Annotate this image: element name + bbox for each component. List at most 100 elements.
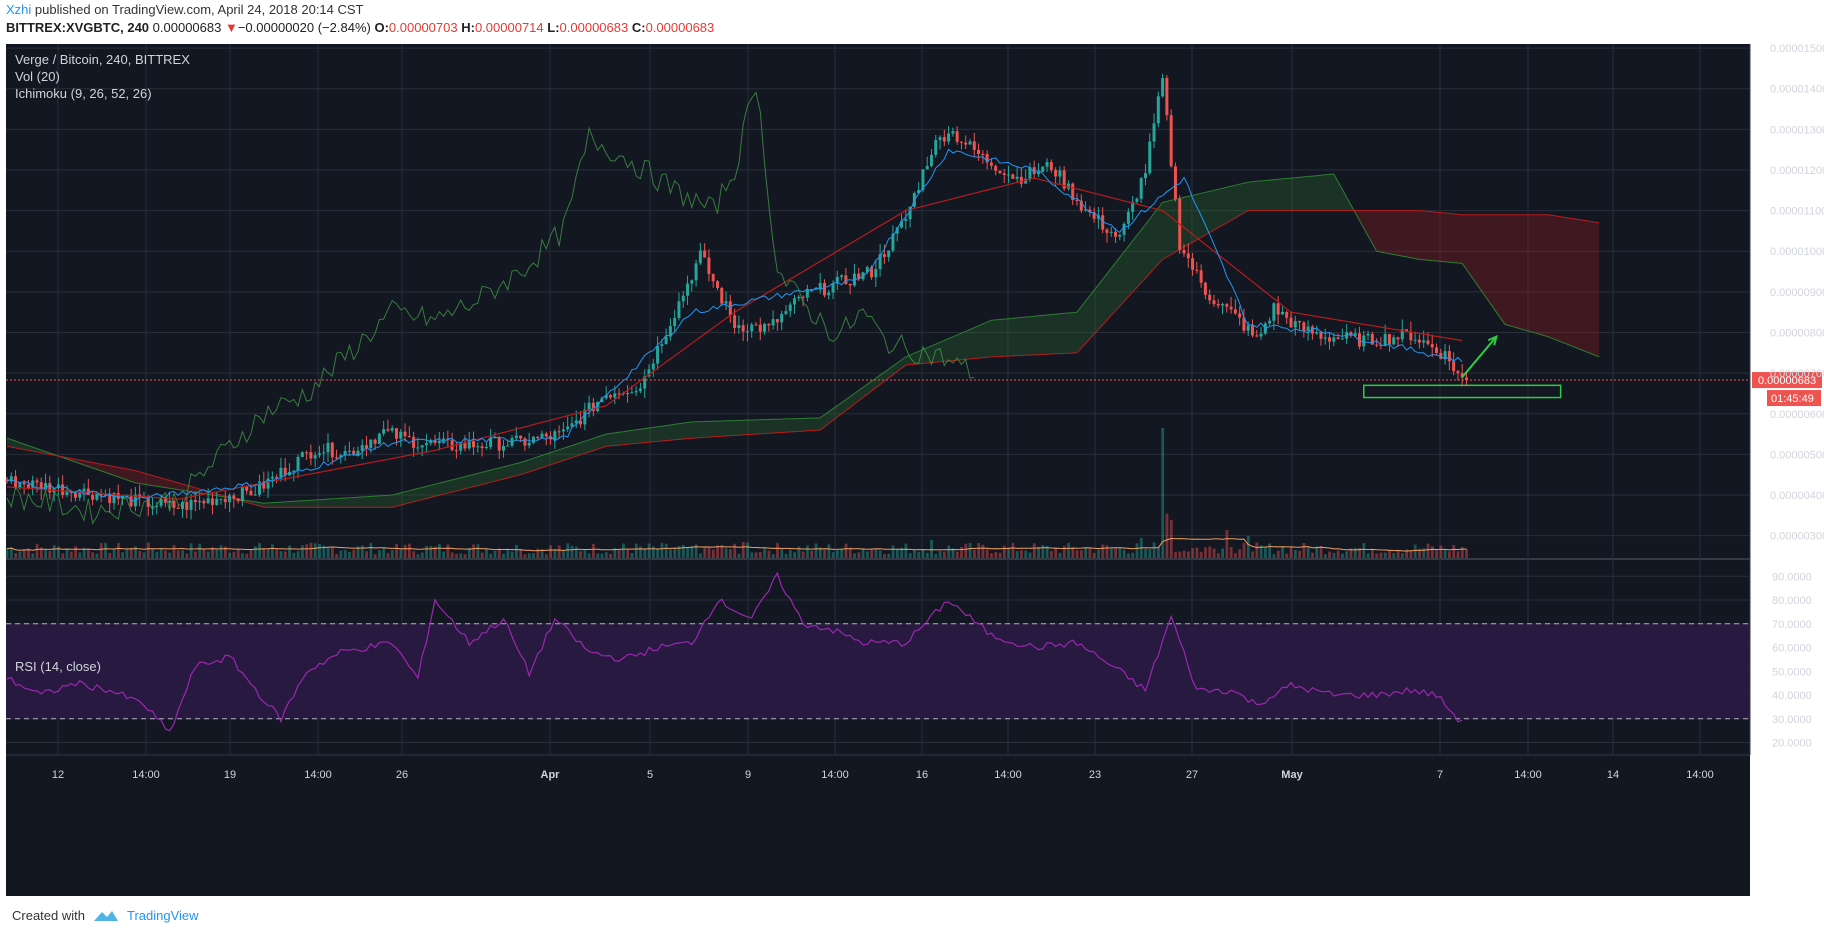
volume-bar	[121, 552, 125, 558]
cloud-segment	[567, 445, 572, 460]
candle-body	[1340, 338, 1344, 340]
volume-bar	[1161, 428, 1165, 558]
volume-bar	[305, 544, 309, 558]
symbol-header: BITTREX:XVGBTC, 240 0.00000683 ▼−0.00000…	[6, 20, 714, 35]
cloud-segment	[537, 455, 542, 470]
volume-bar	[236, 548, 240, 558]
candle-body	[65, 490, 69, 495]
cloud-segment	[807, 418, 812, 431]
volume-bar	[5, 548, 9, 558]
volume-bar	[82, 547, 86, 558]
volume-bar	[399, 548, 403, 558]
candle-body	[1049, 162, 1053, 170]
candle-body	[1101, 215, 1105, 230]
candle-body	[934, 140, 938, 155]
cloud-segment	[815, 417, 821, 431]
cloud-segment	[935, 342, 941, 363]
candle-body	[698, 250, 702, 264]
candle-body	[1400, 329, 1404, 340]
cloud-segment	[1085, 295, 1090, 344]
candle-body	[617, 393, 621, 395]
cloud-segment	[1539, 214, 1544, 336]
cloud-segment	[1487, 214, 1493, 307]
cloud-segment	[1462, 214, 1467, 270]
cloud-segment	[340, 498, 346, 508]
candle-body	[185, 502, 189, 510]
time-tick-label: May	[1281, 769, 1303, 781]
volume-bar	[455, 553, 458, 558]
volume-bar	[1396, 550, 1400, 558]
candle-body	[44, 483, 48, 490]
time-tick-label: 14:00	[1514, 769, 1542, 781]
volume-bar	[574, 546, 578, 558]
volume-bar	[784, 553, 788, 558]
volume-bar	[793, 552, 797, 558]
cloud-segment	[1415, 210, 1420, 260]
volume-bar	[373, 554, 377, 558]
volume-bar	[622, 543, 625, 558]
candle-body	[1246, 325, 1250, 331]
candle-body	[763, 323, 767, 332]
candle-body	[523, 438, 527, 446]
candle-body	[1238, 313, 1242, 318]
cloud-segment	[1492, 214, 1497, 313]
candle-body	[600, 398, 604, 403]
cloud-segment	[173, 481, 179, 490]
cloud-segment	[961, 331, 966, 360]
volume-bar	[318, 544, 321, 558]
volume-bar	[643, 548, 647, 558]
volume-bar	[326, 546, 330, 558]
candle-body	[793, 298, 797, 305]
cloud-segment	[362, 496, 367, 508]
cloud-segment	[417, 487, 423, 501]
volume-bar	[1379, 552, 1383, 558]
candle-body	[882, 254, 886, 257]
cloud-segment	[285, 501, 290, 508]
volume-bar	[228, 552, 232, 558]
candle-body	[767, 323, 771, 326]
cloud-segment	[1440, 212, 1446, 262]
candle-body	[673, 317, 677, 327]
volume-bar	[309, 542, 313, 558]
candle-body	[39, 482, 43, 490]
current-price-label: 0.00000683	[1758, 375, 1816, 387]
cloud-segment	[974, 325, 979, 359]
volume-bar	[1272, 554, 1276, 558]
candle-body	[1032, 167, 1036, 175]
volume-bar	[724, 548, 728, 558]
volume-bar	[1341, 553, 1344, 558]
time-tick-label: 26	[396, 769, 408, 781]
candle-body	[1383, 334, 1387, 346]
volume-bar	[450, 552, 454, 558]
cloud-segment	[1286, 178, 1291, 211]
candle-body	[955, 131, 959, 142]
cloud-segment	[1564, 217, 1570, 346]
candle-body	[73, 493, 77, 498]
tradingview-link[interactable]: TradingView	[126, 908, 199, 923]
leading-span-a	[6, 173, 1600, 504]
price-tick-label: 0.00001100	[1770, 206, 1824, 218]
cloud-segment	[1154, 207, 1159, 269]
volume-bar	[223, 546, 227, 558]
cloud-segment	[464, 475, 470, 489]
volume-bar	[202, 548, 206, 558]
volume-bar	[104, 542, 107, 558]
candle-body	[1366, 333, 1370, 336]
cloud-segment	[790, 418, 795, 432]
volume-bar	[1058, 552, 1062, 558]
axes: 0.00000300 0.00000400 0.00000500 0.00000600…	[6, 44, 1824, 781]
candle-body	[1250, 325, 1254, 336]
cloud-segment	[105, 464, 110, 474]
candle-body	[895, 227, 899, 234]
cloud-segment	[820, 414, 825, 431]
candle-body	[1285, 311, 1289, 318]
candle-body	[198, 500, 202, 503]
author-link[interactable]: Xzhi	[6, 2, 32, 17]
cloud-segment	[443, 480, 448, 495]
cloud-segment	[447, 479, 453, 494]
volume-bar	[1409, 550, 1413, 558]
candle-body	[193, 499, 197, 503]
volume-bar	[664, 543, 668, 558]
cloud-segment	[1505, 214, 1510, 326]
